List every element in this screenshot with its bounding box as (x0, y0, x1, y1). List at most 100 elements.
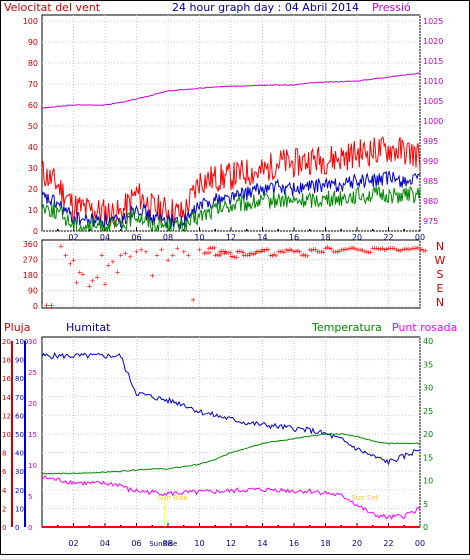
compass-label: N (436, 240, 444, 253)
direction-point: + (217, 248, 223, 256)
direction-point: + (273, 252, 279, 260)
direction-point: + (389, 244, 395, 252)
direction-point: + (277, 248, 283, 256)
direction-point: + (395, 247, 401, 255)
temperature-y-tick: 35 (423, 360, 433, 369)
direction-point: + (352, 245, 358, 253)
pressure-y-tick: 985 (423, 177, 438, 186)
direction-point: + (234, 248, 240, 256)
direction-point: + (423, 247, 429, 255)
wind-y-tick: 20 (28, 185, 38, 194)
direction-point: + (175, 244, 181, 252)
direction-point: + (210, 244, 216, 252)
direction-point: + (397, 247, 403, 255)
direction-point: + (260, 246, 266, 254)
direction-point: + (67, 260, 73, 268)
direction-point: + (206, 244, 212, 252)
direction-point: + (263, 245, 269, 253)
wind-speed-label: Velocitat del vent (4, 1, 101, 14)
humidity-y-tick: 10 (15, 505, 24, 513)
rain-y-tick: 10 (2, 431, 11, 439)
rain-y-tick: 14 (2, 394, 11, 402)
direction-point: + (227, 249, 233, 257)
direction-point: + (154, 251, 160, 259)
direction-y-tick: 360 (23, 240, 38, 249)
temperature-y-tick: 10 (423, 477, 433, 486)
direction-point: + (324, 244, 330, 252)
direction-point: + (413, 245, 419, 253)
direction-point: + (421, 247, 427, 255)
direction-point: + (323, 244, 329, 252)
direction-point: + (299, 251, 305, 259)
compass-label: S (437, 268, 444, 281)
direction-point: + (226, 249, 232, 257)
direction-point: + (261, 247, 267, 255)
direction-point: + (216, 252, 222, 260)
direction-point: + (243, 251, 249, 259)
rain-y-tick: 2 (2, 505, 6, 513)
direction-point: + (405, 246, 411, 254)
direction-point: + (230, 252, 236, 260)
pressure-y-tick: 980 (423, 197, 438, 206)
humidity-y-tick: 70 (15, 394, 24, 402)
direction-point: + (415, 244, 421, 252)
direction-point: + (207, 249, 213, 257)
rain-y-tick: 18 (2, 357, 11, 365)
direction-point: + (283, 246, 289, 254)
humidity-x-tick: 20 (352, 539, 362, 548)
direction-point: + (238, 247, 244, 255)
direction-point: + (417, 246, 423, 254)
direction-point: + (134, 248, 140, 256)
direction-point: + (381, 246, 387, 254)
direction-y-tick: 180 (23, 271, 38, 280)
direction-point: + (259, 247, 265, 255)
humidity-y-tick: 30 (15, 468, 24, 476)
humidity-x-tick: 10 (194, 539, 204, 548)
humidity-y-tick: 100 (15, 338, 28, 346)
direction-point: + (253, 250, 259, 258)
direction-point: + (244, 252, 250, 260)
direction-point: + (340, 246, 346, 254)
pressure-y-tick: 995 (423, 137, 438, 146)
direction-point: + (356, 246, 362, 254)
direction-point: + (344, 245, 350, 253)
direction-point: + (212, 251, 218, 259)
wind-y-tick: 50 (28, 122, 38, 131)
direction-point: + (285, 247, 291, 255)
direction-point: + (332, 248, 338, 256)
wind-x-tick: 08 (163, 233, 173, 242)
direction-point: + (251, 250, 257, 258)
temperature-y-tick: 15 (423, 453, 433, 462)
temperature-label: Temperatura (311, 321, 382, 334)
direction-point: + (170, 251, 176, 259)
direction-point: + (401, 245, 407, 253)
temperature-y-tick: 40 (423, 337, 433, 346)
direction-point: + (236, 248, 242, 256)
wind-x-tick: 18 (320, 233, 330, 242)
direction-point: + (370, 244, 376, 252)
chart-title: 24 hour graph day : 04 Abril 2014 (172, 1, 359, 14)
direction-point: + (320, 248, 326, 256)
rain-y-tick: 16 (2, 375, 11, 383)
direction-point: + (208, 244, 214, 252)
direction-point: + (312, 246, 318, 254)
wind-x-tick: 12 (226, 233, 236, 242)
rain-y-tick: 4 (2, 487, 7, 495)
direction-point: + (330, 248, 336, 256)
dewpoint-y-tick: 5 (28, 493, 32, 501)
direction-point: + (307, 246, 313, 254)
direction-point: + (342, 246, 348, 254)
direction-point: + (214, 251, 220, 259)
direction-point: + (265, 246, 271, 254)
humidity-x-tick: 02 (68, 539, 78, 548)
direction-point: + (362, 248, 368, 256)
direction-point: + (318, 248, 324, 256)
direction-point: + (378, 245, 384, 253)
wind-y-tick: 0 (33, 227, 38, 236)
direction-point: + (218, 251, 224, 259)
direction-point: + (49, 302, 55, 310)
compass-label: W (435, 254, 446, 267)
direction-point: + (138, 246, 144, 254)
rain-y-tick: 12 (2, 412, 11, 420)
